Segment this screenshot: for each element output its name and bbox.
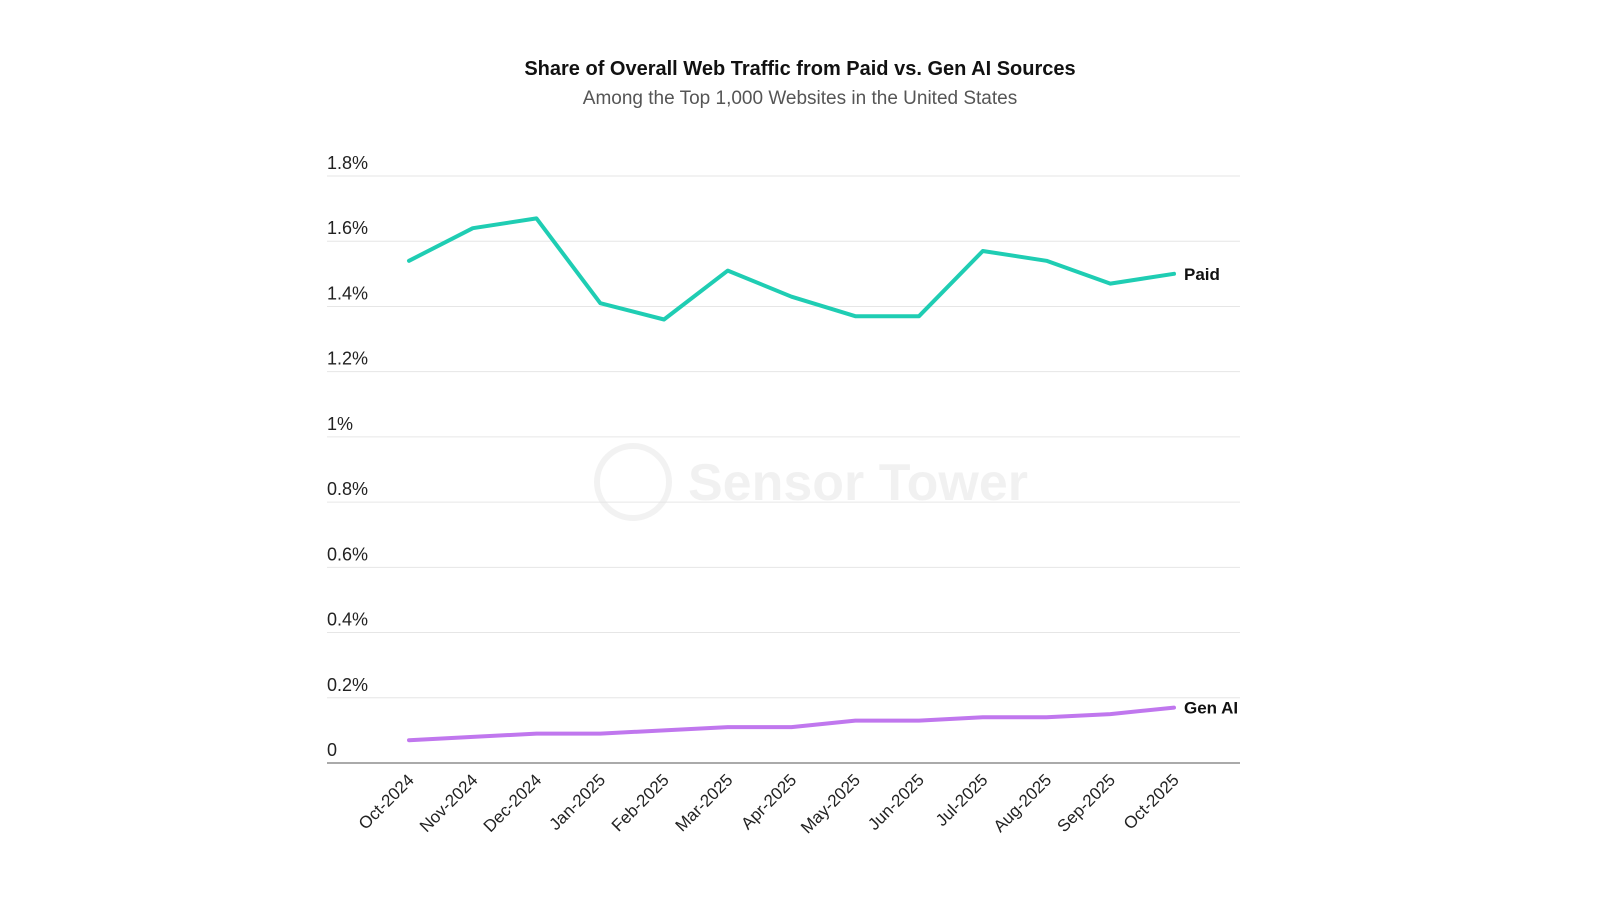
x-tick-label: Feb-2025 xyxy=(608,770,673,835)
series-label-paid: Paid xyxy=(1184,265,1220,284)
y-tick-label: 0 xyxy=(327,740,337,760)
x-tick-label: Oct-2024 xyxy=(355,770,418,833)
y-tick-label: 0.2% xyxy=(327,675,368,695)
watermark-text: Sensor Tower xyxy=(688,454,1028,512)
series-line-paid xyxy=(407,216,1176,322)
y-tick-label: 0.4% xyxy=(327,610,368,630)
series-line-gen-ai xyxy=(407,705,1176,743)
x-tick-label: Mar-2025 xyxy=(672,770,737,835)
y-tick-label: 0.6% xyxy=(327,544,368,564)
x-tick-label: Jan-2025 xyxy=(546,770,610,834)
x-tick-label: Dec-2024 xyxy=(480,770,546,836)
x-tick-label: Sep-2025 xyxy=(1054,770,1120,836)
chart-subtitle: Among the Top 1,000 Websites in the Unit… xyxy=(582,88,1018,109)
series-label-gen-ai: Gen AI xyxy=(1184,699,1238,718)
x-tick-label: May-2025 xyxy=(797,770,864,837)
y-tick-label: 1.2% xyxy=(327,349,368,369)
watermark-logo-icon xyxy=(594,443,672,521)
x-tick-label: Apr-2025 xyxy=(737,770,800,833)
y-tick-label: 0.8% xyxy=(327,479,368,499)
x-tick-label: Jul-2025 xyxy=(932,770,992,830)
y-tick-label: 1.4% xyxy=(327,283,368,303)
chart-title: Share of Overall Web Traffic from Paid v… xyxy=(524,58,1076,80)
y-tick-label: 1.6% xyxy=(327,218,368,238)
y-tick-label: 1% xyxy=(327,414,353,434)
y-tick-label: 1.8% xyxy=(327,153,368,173)
x-tick-label: Jun-2025 xyxy=(864,770,928,834)
x-tick-label: Aug-2025 xyxy=(990,770,1056,836)
x-tick-label: Oct-2025 xyxy=(1120,770,1183,833)
x-tick-label: Nov-2024 xyxy=(416,770,482,836)
